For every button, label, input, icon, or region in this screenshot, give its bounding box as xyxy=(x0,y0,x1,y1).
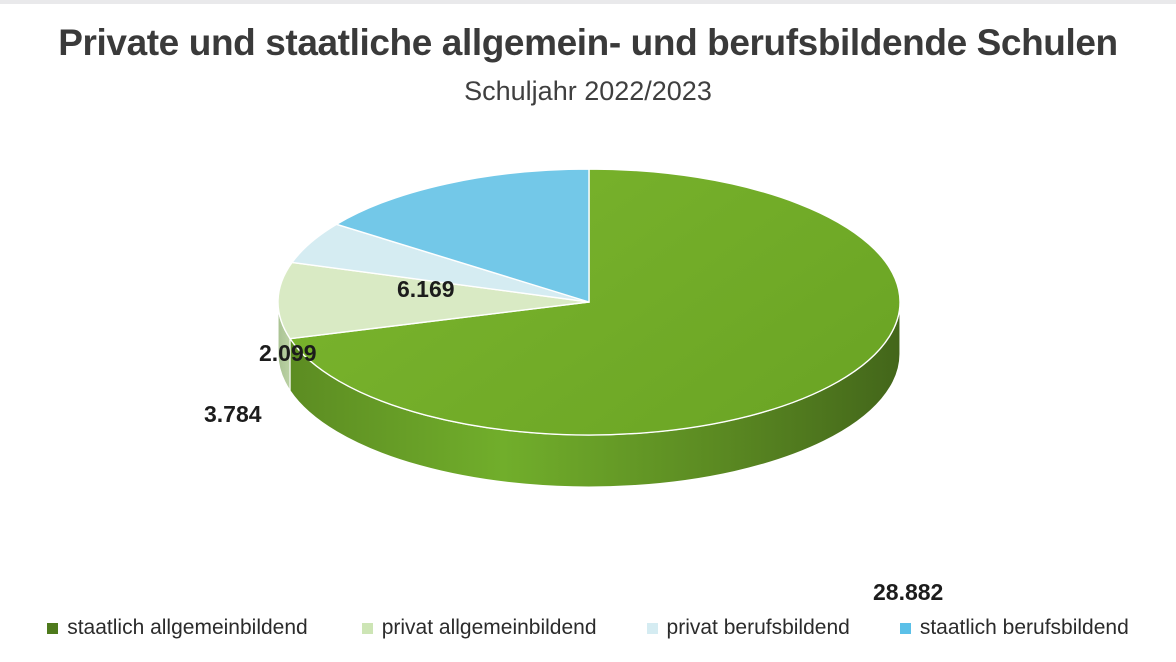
legend-swatch-icon xyxy=(899,622,911,634)
legend-item-staatlich-allgemeinbildend[interactable]: staatlich allgemeinbildend xyxy=(47,616,308,640)
pie-data-label-staatlich-berufsbildend: 6.169 xyxy=(397,276,455,302)
chart-title: Private und staatliche allgemein- und be… xyxy=(58,22,1118,63)
pie-data-label-privat-berufsbildend: 2.099 xyxy=(259,340,317,366)
legend-swatch-icon xyxy=(47,622,59,634)
legend-item-privat-allgemeinbildend[interactable]: privat allgemeinbildend xyxy=(361,616,597,640)
pie-slice-top-1 xyxy=(277,261,590,340)
pie-slice-top-0 xyxy=(288,168,901,436)
legend-swatch-icon xyxy=(361,622,373,634)
legend-swatch-icon xyxy=(646,622,658,634)
legend-item-staatlich-berufsbildend[interactable]: staatlich berufsbildend xyxy=(899,616,1129,640)
legend-item-privat-berufsbildend[interactable]: privat berufsbildend xyxy=(646,616,850,640)
legend-label: privat allgemeinbildend xyxy=(381,616,597,639)
chart-subtitle: Schuljahr 2022/2023 xyxy=(464,76,712,106)
legend-label: staatlich allgemeinbildend xyxy=(67,616,308,639)
pie-chart-svg xyxy=(277,168,901,488)
legend-label: privat berufsbildend xyxy=(666,616,850,639)
legend-label: staatlich berufsbildend xyxy=(919,616,1129,639)
pie-data-label-staatlich-allgemeinbildend: 28.882 xyxy=(873,579,944,605)
chart-legend: staatlich allgemeinbildend privat allgem… xyxy=(0,608,1176,648)
pie-data-label-privat-allgemeinbildend: 3.784 xyxy=(204,401,262,427)
pie-chart-area: 28.882 3.784 2.099 6.169 xyxy=(0,120,1176,605)
top-strip-divider xyxy=(0,0,1176,4)
pie-slice-top-3 xyxy=(334,168,590,303)
